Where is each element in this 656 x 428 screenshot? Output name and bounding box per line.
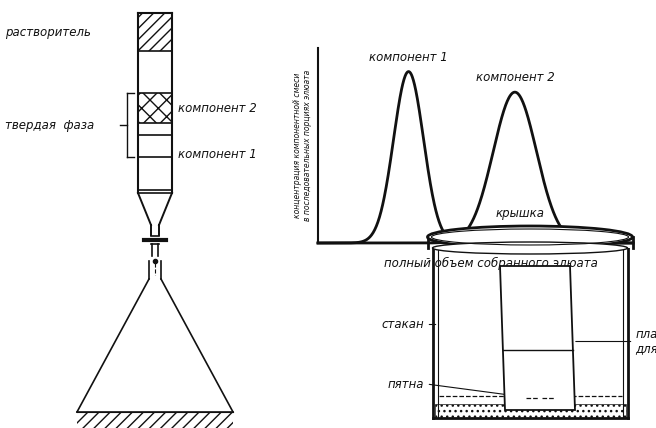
- Bar: [138, 190, 172, 193]
- Bar: [77, 412, 233, 428]
- Text: растворитель: растворитель: [5, 26, 91, 39]
- Ellipse shape: [428, 226, 632, 248]
- Bar: [434, 404, 626, 418]
- Bar: [138, 13, 172, 51]
- Text: крышка: крышка: [495, 207, 544, 220]
- Text: компонент 1: компонент 1: [369, 51, 448, 64]
- Bar: [138, 93, 172, 123]
- Bar: [138, 135, 172, 157]
- Ellipse shape: [432, 242, 628, 254]
- Text: полный объем собранного элюата: полный объем собранного элюата: [384, 256, 598, 270]
- Text: компонент 2: компонент 2: [476, 71, 554, 84]
- Bar: [432, 248, 628, 418]
- Text: пластинки
для ТСХ: пластинки для ТСХ: [636, 327, 656, 356]
- Polygon shape: [500, 266, 575, 410]
- Text: концентрация компонентной смеси: концентрация компонентной смеси: [293, 73, 302, 218]
- Bar: [138, 123, 172, 135]
- Text: твердая  фаза: твердая фаза: [5, 119, 94, 131]
- Text: стакан: стакан: [382, 318, 424, 331]
- Bar: [428, 237, 632, 248]
- Text: в последовательных порциях элюата: в последовательных порциях элюата: [302, 70, 312, 221]
- Text: пятна: пятна: [388, 377, 424, 390]
- Text: компонент 2: компонент 2: [178, 101, 256, 115]
- Text: компонент 1: компонент 1: [178, 148, 256, 160]
- Bar: [138, 51, 172, 93]
- Bar: [138, 157, 172, 190]
